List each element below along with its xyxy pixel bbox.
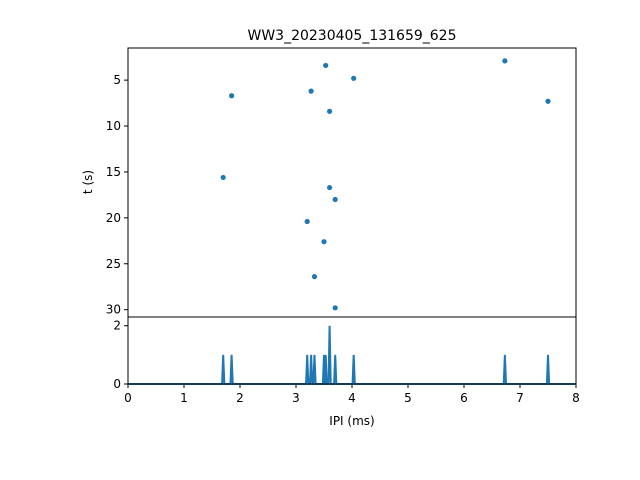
hist-y-tick-group: 02: [113, 319, 128, 391]
x-tick-label: 4: [348, 391, 356, 405]
histogram-frame: [127, 316, 577, 385]
scatter-point: [308, 88, 314, 94]
hist-y-tick-label: 0: [113, 377, 121, 391]
x-tick-label: 7: [516, 391, 524, 405]
y-tick-label: 25: [106, 257, 121, 271]
y-axis-label: t (s): [81, 170, 95, 194]
scatter-point: [304, 218, 310, 225]
scatter-point: [311, 274, 318, 280]
scatter-point: [332, 196, 338, 203]
x-tick-label: 5: [404, 391, 412, 405]
chart-title: WW3_20230405_131659_625: [247, 28, 456, 44]
scatter-point: [220, 174, 226, 181]
scatter-point: [332, 305, 338, 311]
scatter-point: [323, 62, 329, 69]
x-tick-label: 2: [236, 391, 244, 405]
scatter-point: [351, 75, 357, 81]
x-tick-label: 3: [292, 391, 300, 405]
scatter-point: [321, 239, 327, 245]
scatter-points: [220, 58, 551, 311]
x-tick-label: 1: [180, 391, 188, 405]
scatter-point: [545, 98, 551, 104]
x-tick-label: 6: [460, 391, 468, 405]
scatter-point: [327, 108, 333, 114]
x-tick-label: 8: [572, 391, 580, 405]
x-axis-label: IPI (ms): [329, 414, 374, 428]
y-tick-label: 10: [106, 119, 121, 133]
x-tick-label: 0: [124, 391, 132, 405]
y-tick-label: 30: [106, 303, 121, 317]
scatter-point: [229, 93, 235, 99]
y-tick-group: 5 10 15 20 25 30: [106, 73, 128, 317]
scatter-point: [502, 58, 508, 64]
hist-y-tick-label: 2: [113, 319, 121, 333]
y-tick-label: 20: [106, 211, 121, 225]
scatter-point: [327, 184, 333, 191]
y-tick-label: 15: [106, 165, 121, 179]
y-tick-label: 5: [113, 73, 121, 87]
